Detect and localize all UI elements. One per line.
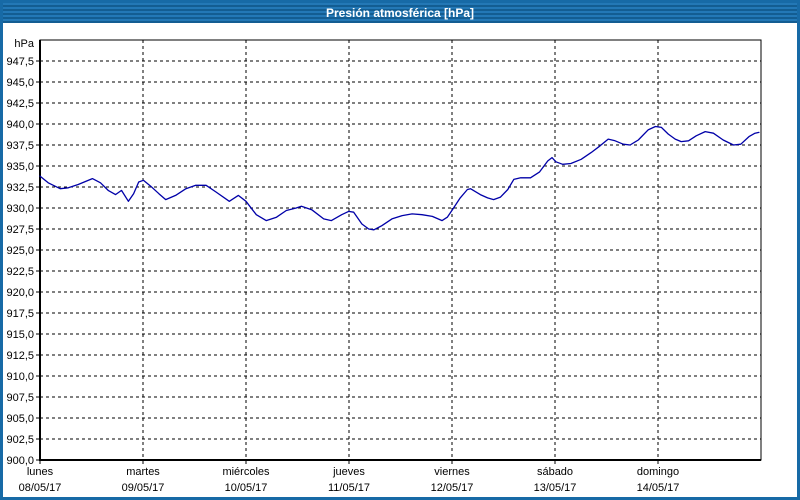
y-tick-label: 940,0 [6,119,34,131]
y-tick-label: 902,5 [6,434,34,446]
y-tick-label: 907,5 [6,392,34,404]
y-tick-label: 942,5 [6,98,34,110]
day-date-label: 12/05/17 [431,482,474,494]
y-tick-label: 935,0 [6,161,34,173]
axis-unit-label: hPa [14,38,34,50]
day-name-label: miércoles [222,466,270,478]
pressure-line [39,125,760,231]
y-tick-label: 930,0 [6,203,34,215]
day-name-label: sábado [537,466,573,478]
day-name-label: jueves [332,466,365,478]
day-name-label: viernes [434,466,470,478]
y-tick-label: 910,0 [6,371,34,383]
y-tick-label: 937,5 [6,140,34,152]
day-date-label: 09/05/17 [122,482,165,494]
title-bar: Presión atmosférica [hPa] [3,3,797,23]
y-tick-label: 945,0 [6,77,34,89]
y-tick-label: 917,5 [6,308,34,320]
y-tick-label: 925,0 [6,245,34,257]
y-tick-label: 900,0 [6,455,34,467]
window-title: Presión atmosférica [hPa] [325,6,475,20]
y-tick-label: 927,5 [6,224,34,236]
day-name-label: lunes [27,466,54,478]
y-tick-label: 905,0 [6,413,34,425]
y-tick-label: 912,5 [6,350,34,362]
y-tick-label: 920,0 [6,287,34,299]
day-date-label: 14/05/17 [637,482,680,494]
day-date-label: 08/05/17 [19,482,62,494]
y-tick-label: 947,5 [6,56,34,68]
y-tick-label: 932,5 [6,182,34,194]
y-tick-label: 922,5 [6,266,34,278]
day-date-label: 13/05/17 [534,482,577,494]
day-name-label: martes [126,466,160,478]
day-name-label: domingo [637,466,679,478]
y-tick-label: 915,0 [6,329,34,341]
day-date-label: 10/05/17 [225,482,268,494]
chart-area: 947,5 945,0 942,5 940,0 937,5 935,0 932,5 930,0… [3,23,797,497]
pressure-chart-svg: 947,5 945,0 942,5 940,0 937,5 935,0 932,5 930,0… [6,38,762,494]
day-date-label: 11/05/17 [328,482,370,494]
